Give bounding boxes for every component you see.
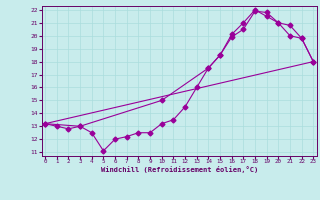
X-axis label: Windchill (Refroidissement éolien,°C): Windchill (Refroidissement éolien,°C) [100, 166, 258, 173]
